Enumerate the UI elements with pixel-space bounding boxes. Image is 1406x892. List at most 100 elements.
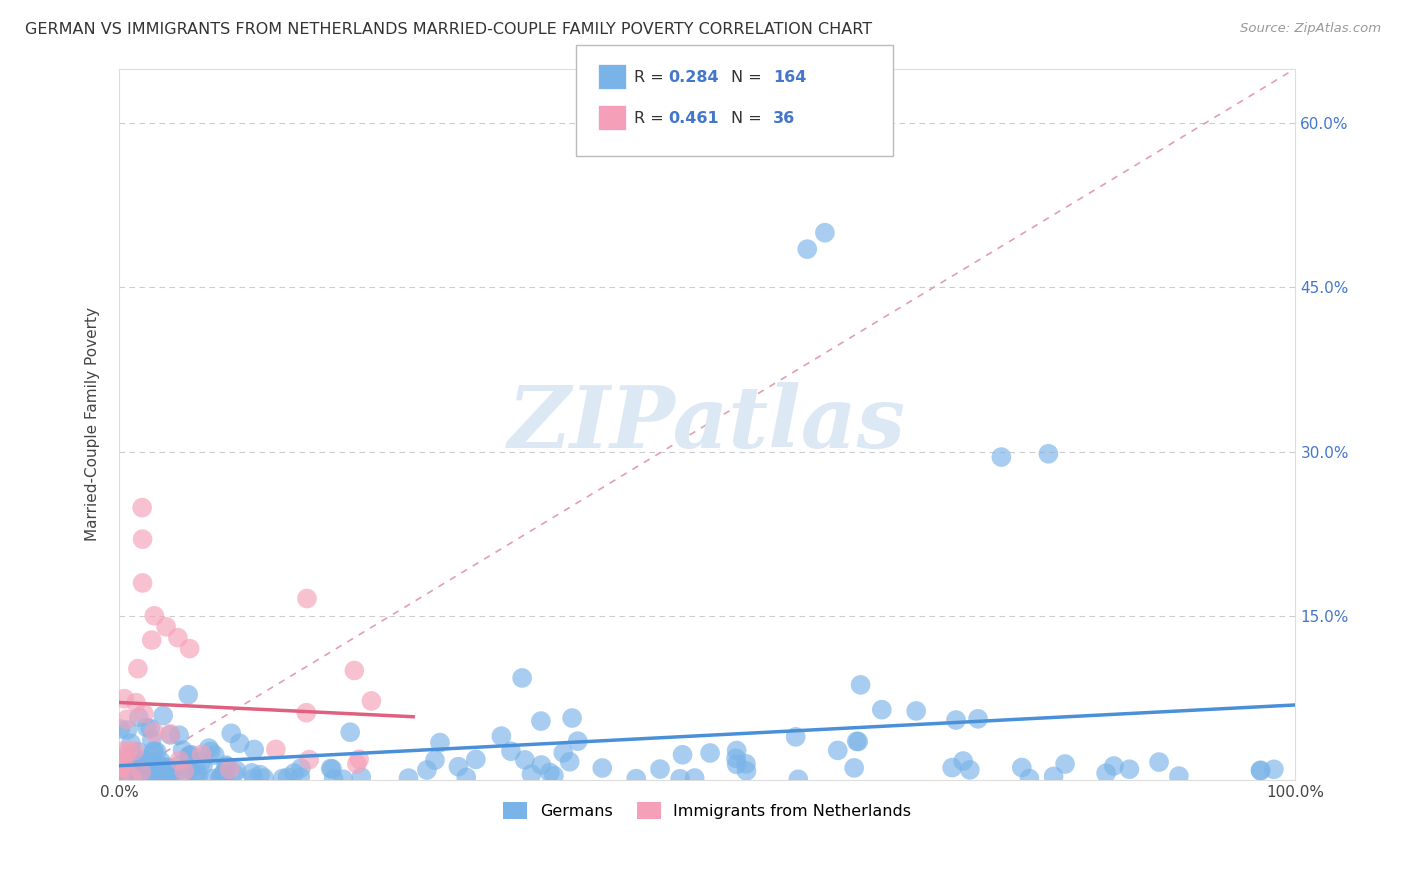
Point	[671, 747, 693, 762]
Point	[1095, 766, 1118, 780]
Point	[295, 591, 318, 606]
Point	[225, 764, 247, 778]
Point	[184, 769, 207, 783]
Point	[283, 766, 305, 780]
Point	[190, 747, 212, 762]
Point	[321, 762, 343, 776]
Point	[143, 608, 166, 623]
Point	[219, 726, 242, 740]
Point	[558, 755, 581, 769]
Point	[198, 741, 221, 756]
Point	[114, 771, 136, 785]
Point	[156, 768, 179, 782]
Point	[167, 758, 190, 772]
Point	[222, 766, 245, 780]
Point	[669, 772, 692, 786]
Point	[129, 768, 152, 782]
Legend: Germans, Immigrants from Netherlands: Germans, Immigrants from Netherlands	[496, 796, 918, 825]
Point	[228, 736, 250, 750]
Point	[179, 750, 201, 764]
Text: R =: R =	[634, 112, 669, 126]
Point	[117, 743, 139, 757]
Point	[295, 706, 318, 720]
Point	[543, 769, 565, 783]
Point	[347, 752, 370, 766]
Point	[553, 746, 575, 760]
Point	[186, 767, 208, 781]
Point	[209, 769, 232, 783]
Point	[945, 713, 967, 727]
Point	[1167, 769, 1189, 783]
Point	[959, 763, 981, 777]
Point	[870, 703, 893, 717]
Point	[131, 576, 153, 591]
Point	[176, 767, 198, 781]
Point	[114, 761, 136, 775]
Point	[249, 768, 271, 782]
Point	[290, 770, 312, 784]
Point	[166, 764, 188, 779]
Point	[112, 750, 135, 764]
Y-axis label: Married-Couple Family Poverty: Married-Couple Family Poverty	[86, 307, 100, 541]
Point	[796, 242, 818, 256]
Text: N =: N =	[731, 70, 768, 85]
Point	[699, 746, 721, 760]
Point	[149, 759, 172, 773]
Point	[322, 772, 344, 786]
Text: 0.461: 0.461	[668, 112, 718, 126]
Point	[1102, 759, 1125, 773]
Point	[111, 744, 134, 758]
Point	[499, 744, 522, 758]
Point	[138, 771, 160, 785]
Point	[143, 744, 166, 758]
Point	[173, 764, 195, 779]
Point	[129, 772, 152, 787]
Point	[827, 743, 849, 757]
Point	[1042, 769, 1064, 783]
Point	[121, 769, 143, 783]
Point	[131, 758, 153, 772]
Point	[131, 500, 153, 515]
Point	[332, 772, 354, 787]
Point	[128, 745, 150, 759]
Point	[360, 694, 382, 708]
Point	[464, 752, 486, 766]
Point	[1263, 762, 1285, 776]
Point	[177, 688, 200, 702]
Point	[167, 728, 190, 742]
Point	[204, 747, 226, 762]
Point	[735, 764, 758, 778]
Point	[149, 761, 172, 775]
Point	[187, 768, 209, 782]
Point	[132, 706, 155, 721]
Point	[121, 748, 143, 763]
Point	[139, 722, 162, 736]
Text: 36: 36	[773, 112, 796, 126]
Text: R =: R =	[634, 70, 669, 85]
Point	[1118, 762, 1140, 776]
Point	[141, 633, 163, 648]
Point	[110, 758, 132, 772]
Point	[110, 755, 132, 769]
Point	[1011, 760, 1033, 774]
Point	[115, 713, 138, 727]
Point	[108, 771, 131, 785]
Point	[160, 770, 183, 784]
Point	[240, 765, 263, 780]
Point	[172, 743, 194, 757]
Point	[117, 767, 139, 781]
Point	[129, 765, 152, 780]
Point	[905, 704, 928, 718]
Point	[648, 762, 671, 776]
Point	[849, 678, 872, 692]
Point	[215, 758, 238, 772]
Point	[967, 712, 990, 726]
Point	[591, 761, 613, 775]
Point	[125, 696, 148, 710]
Point	[1250, 763, 1272, 777]
Point	[120, 772, 142, 787]
Point	[136, 764, 159, 779]
Point	[159, 766, 181, 780]
Point	[132, 772, 155, 786]
Point	[724, 751, 747, 765]
